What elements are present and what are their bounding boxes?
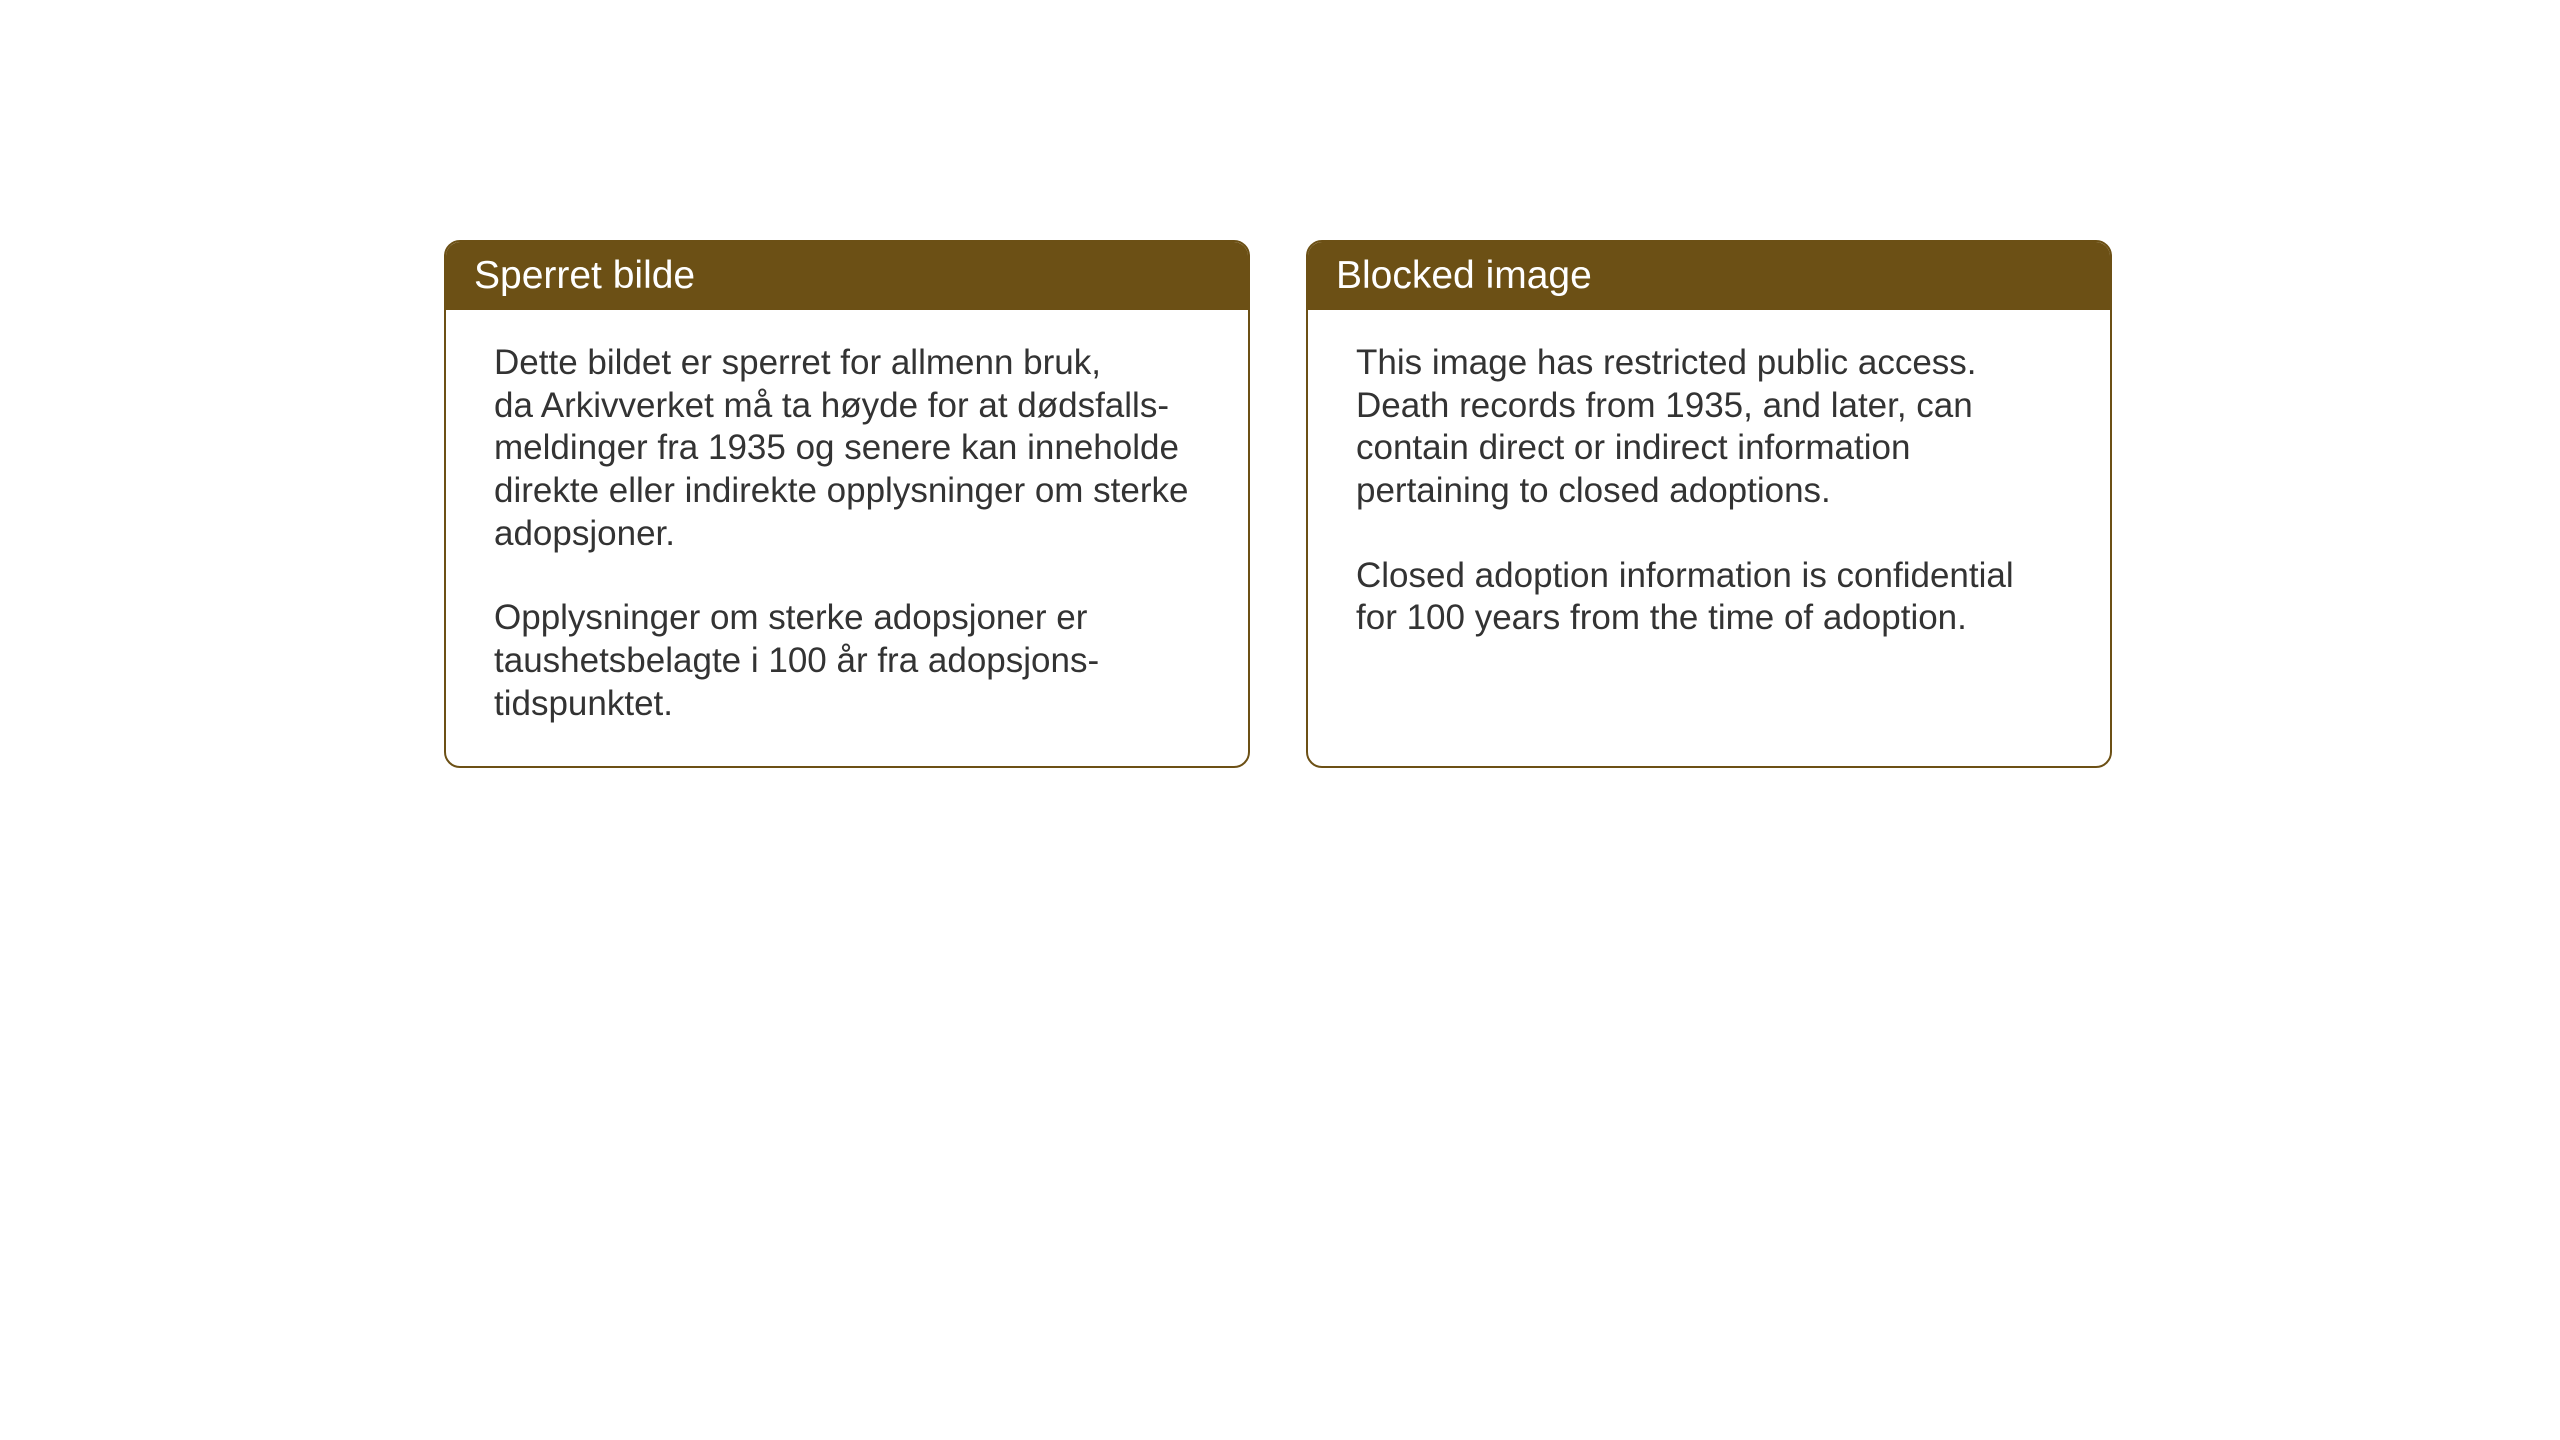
norwegian-paragraph-2: Opplysninger om sterke adopsjoner er tau… xyxy=(494,597,1200,725)
english-paragraph-2: Closed adoption information is confident… xyxy=(1356,555,2062,640)
norwegian-card-body: Dette bildet er sperret for allmenn bruk… xyxy=(446,310,1248,766)
norwegian-paragraph-1: Dette bildet er sperret for allmenn bruk… xyxy=(494,342,1200,555)
english-paragraph-1: This image has restricted public access.… xyxy=(1356,342,2062,513)
english-card-body: This image has restricted public access.… xyxy=(1308,310,2110,740)
notice-container: Sperret bilde Dette bildet er sperret fo… xyxy=(444,240,2112,768)
norwegian-notice-card: Sperret bilde Dette bildet er sperret fo… xyxy=(444,240,1250,768)
norwegian-card-title: Sperret bilde xyxy=(446,242,1248,310)
english-card-title: Blocked image xyxy=(1308,242,2110,310)
english-notice-card: Blocked image This image has restricted … xyxy=(1306,240,2112,768)
